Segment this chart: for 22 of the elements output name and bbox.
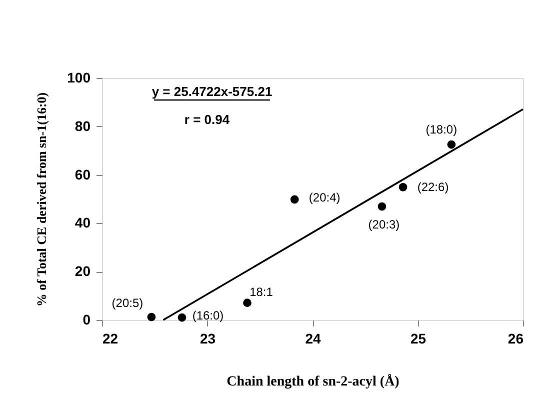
annotation: y = 25.4722x-575.21 [152,84,272,99]
annotation: (20:4) [308,190,340,204]
x-tick-label: 26 [508,330,524,346]
y-axis-title: % of Total CE derived from sn-1(16:0) [34,92,50,307]
y-tick-label: 100 [67,70,91,86]
annotation: r = 0.94 [184,112,230,127]
annotation: (18:0) [426,122,458,137]
annotation: (20:3) [368,218,400,232]
y-tick-label: 20 [74,263,91,280]
y-tick-label: 40 [74,214,91,231]
x-tick-label: 25 [410,330,426,346]
y-tick-label: 80 [74,118,91,134]
x-axis-title: Chain length of sn-2-acyl (Å) [226,374,400,390]
annotation: (20:5) [112,296,144,310]
annotation: 18:1 [250,284,274,299]
annotation: (16:0) [192,308,224,323]
x-tick-label: 23 [200,330,216,346]
x-tick-label: 24 [305,330,321,346]
y-tick-label: 60 [74,166,91,182]
x-tick-label: 22 [102,330,118,346]
annotation: (22:6) [417,180,449,194]
y-tick-label: 0 [82,312,91,328]
